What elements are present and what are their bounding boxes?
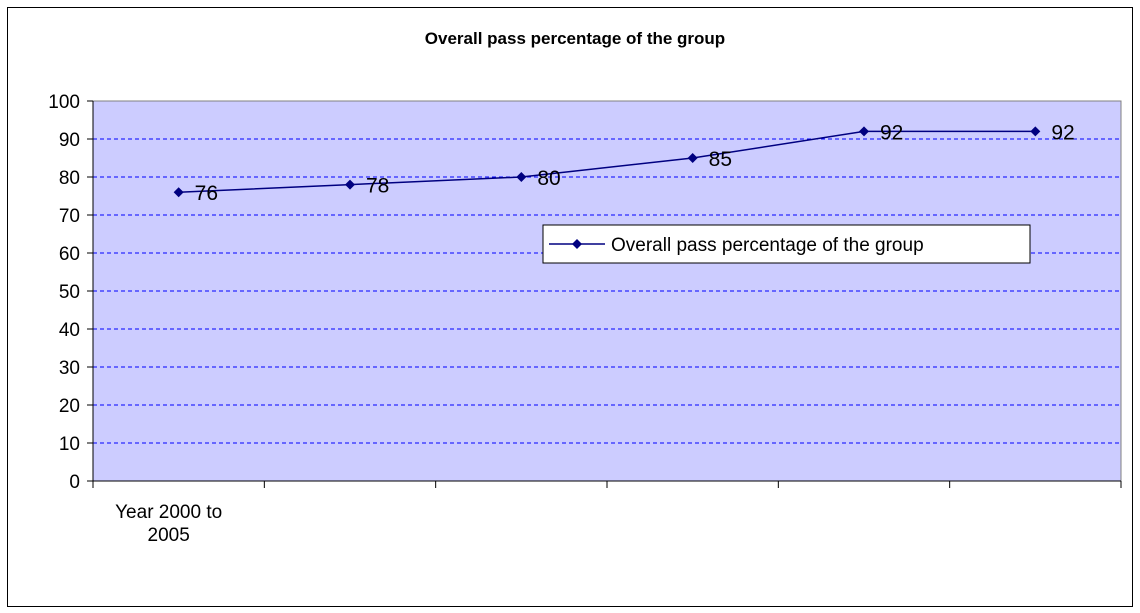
x-category-label-line: 2005 [148, 525, 190, 546]
y-tick-label: 0 [69, 472, 80, 493]
data-label: 92 [880, 121, 903, 144]
data-label: 76 [195, 182, 218, 205]
legend-box [542, 224, 1031, 264]
data-label: 78 [366, 175, 389, 198]
data-point-marker [516, 172, 527, 182]
y-tick-label: 10 [59, 434, 80, 455]
y-tick-label: 20 [59, 396, 80, 417]
y-tick-label: 90 [59, 130, 80, 151]
series-line [178, 130, 1036, 193]
data-point-marker [859, 126, 869, 137]
y-tick-label: 70 [59, 206, 80, 227]
data-label: 92 [1051, 121, 1074, 144]
y-tick-label: 40 [59, 320, 80, 341]
y-tick-label: 80 [59, 168, 80, 189]
x-category-label-line: Year 2000 to [115, 502, 222, 523]
chart-title: Overall pass percentage of the group [425, 29, 725, 48]
y-tick-label: 30 [59, 358, 80, 379]
series-layer [173, 126, 1041, 198]
x-category-label: Year 2000 to 2005 [115, 502, 222, 546]
legend-label: Overall pass percentage of the group [611, 235, 924, 256]
data-label: 85 [709, 148, 732, 171]
legend-marker [572, 239, 582, 249]
data-point-marker [687, 153, 698, 163]
data-point-marker [173, 187, 184, 198]
legend: Overall pass percentage of the group [542, 224, 1031, 264]
y-tick-label: 60 [59, 244, 80, 265]
axes: 0 10 20 30 40 50 60 70 80 90 100 Year 2000 to 2005 [48, 92, 1122, 546]
data-point-marker [345, 179, 355, 190]
gridlines [93, 138, 1121, 444]
data-point-marker [1030, 126, 1041, 137]
y-tick-label: 50 [59, 282, 80, 303]
data-labels: 76 78 80 85 92 92 [195, 121, 1075, 205]
data-label: 80 [537, 167, 560, 190]
y-tick-label: 100 [48, 92, 80, 113]
